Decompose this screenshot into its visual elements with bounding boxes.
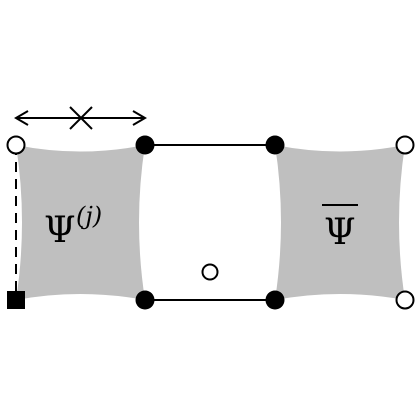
left-block-label: Ψ <box>44 210 76 251</box>
left-tensor-block <box>16 145 145 300</box>
open-node-right-bottom <box>395 290 415 310</box>
right-block-label: Ψ <box>324 212 356 253</box>
filled-node-inner-right-bottom <box>265 290 285 310</box>
filled-square-node-left-bottom <box>7 291 25 309</box>
filled-node-inner-right-top <box>265 135 285 155</box>
cross-mark <box>69 106 93 130</box>
filled-node-inner-left-bottom <box>135 290 155 310</box>
right-tensor-block <box>275 145 405 300</box>
open-node-center-small <box>201 263 219 281</box>
open-node-left-top <box>6 135 26 155</box>
left-block-superscript: (j) <box>76 202 102 230</box>
open-node-right-top <box>395 135 415 155</box>
filled-node-inner-left-top <box>135 135 155 155</box>
